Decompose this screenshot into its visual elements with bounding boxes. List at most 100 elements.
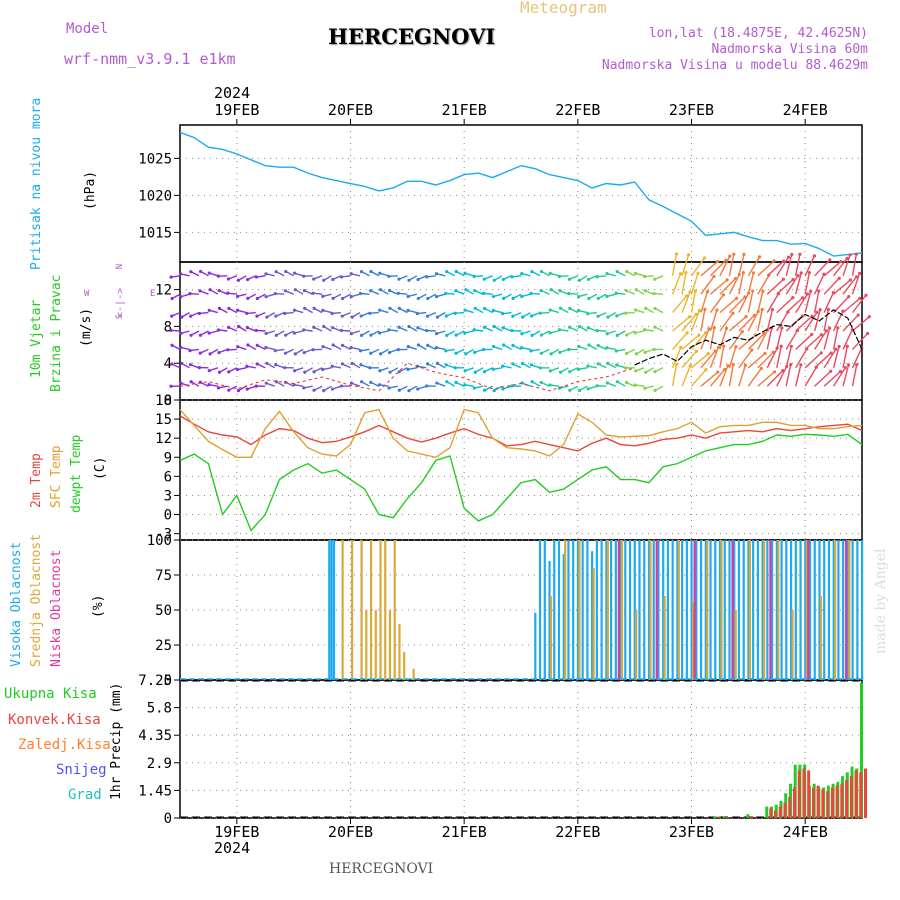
- y-tick-label: 5.8: [147, 701, 172, 717]
- wind-arrowhead: [217, 370, 222, 374]
- wind-arrow: [709, 327, 716, 350]
- wind-arrowhead: [796, 274, 800, 278]
- wind-arrow: [709, 294, 724, 314]
- high-cloud-bar: [856, 540, 859, 680]
- convective-rain-bar: [835, 785, 839, 818]
- high-cloud-bar: [832, 540, 835, 680]
- wind-arrowhead: [397, 325, 401, 329]
- wind-arrowhead: [331, 277, 335, 282]
- wind-arrow: [842, 297, 861, 314]
- wind-arrowhead: [454, 269, 458, 274]
- high-cloud-bar: [586, 540, 589, 680]
- wind-arrowhead: [330, 311, 334, 316]
- high-cloud-bar: [789, 540, 793, 680]
- wind-arrowhead: [235, 367, 240, 372]
- wind-arrowhead: [500, 312, 505, 316]
- wind-arrow: [719, 365, 729, 387]
- low-cloud-bar: [693, 540, 696, 680]
- wind-arrowhead: [539, 351, 543, 355]
- wind-arrow: [747, 290, 754, 313]
- wind-arrow: [700, 276, 715, 295]
- wind-arrowhead: [359, 314, 363, 318]
- wind-arrowhead: [170, 343, 174, 347]
- wind-arrowhead: [369, 269, 373, 274]
- wind-arrow: [747, 352, 766, 369]
- total-rain-bar: [860, 682, 863, 818]
- wind-arrowhead: [529, 314, 534, 318]
- wind-arrowhead: [845, 344, 849, 348]
- high-cloud-bar: [609, 540, 613, 680]
- wind-arrowhead: [180, 315, 184, 319]
- wind-arrowhead: [369, 289, 373, 293]
- convective-rain-bar: [816, 785, 820, 818]
- wind-arrowhead: [577, 388, 582, 393]
- wind-arrowhead: [782, 259, 786, 263]
- wind-arrow: [719, 328, 728, 350]
- x-tick-label-top: 19FEB: [214, 101, 259, 119]
- wind-arrowhead: [615, 269, 619, 274]
- wind-arrowhead: [858, 296, 862, 300]
- mid-cloud-bar: [606, 540, 609, 680]
- high-cloud-bar: [647, 540, 651, 680]
- x-tick-label-bottom: 23FEB: [669, 823, 714, 841]
- wind-arrowhead: [198, 289, 202, 293]
- wind-arrow: [690, 369, 707, 387]
- mid-cloud-bar: [578, 540, 581, 680]
- mid-cloud-bar: [393, 540, 396, 680]
- wind-arrowhead: [731, 311, 735, 315]
- convective-rain-bar: [778, 806, 782, 818]
- wind-arrowhead: [463, 369, 467, 373]
- wind-arrowhead: [548, 308, 552, 312]
- wind-arrowhead: [331, 343, 335, 347]
- wind-arrowhead: [653, 388, 657, 392]
- wind-arrowhead: [349, 381, 354, 385]
- wind-arrowhead: [810, 314, 814, 318]
- wind-arrowhead: [473, 289, 477, 293]
- wind-arrow: [691, 353, 709, 369]
- y-tick-label: 0: [164, 393, 172, 409]
- wind-arrowhead: [703, 307, 707, 311]
- wind-arrowhead: [188, 349, 192, 353]
- wind-arrowhead: [216, 328, 221, 332]
- wind-arrowhead: [188, 363, 193, 367]
- wind-arrowhead: [236, 308, 240, 312]
- high-cloud-bar: [785, 540, 788, 680]
- wind-arrowhead: [245, 387, 249, 391]
- wind-arrow: [690, 257, 706, 277]
- high-cloud-bar: [804, 540, 807, 680]
- high-cloud-bar: [411, 678, 414, 680]
- wind-arrowhead: [704, 368, 708, 372]
- wind-arrowhead: [321, 367, 325, 372]
- wind-arrowhead: [387, 289, 392, 293]
- wind-arrowhead: [538, 311, 543, 315]
- convective-rain-bar: [821, 789, 825, 818]
- wind-arrowhead: [557, 328, 562, 332]
- panel-frame: [179, 679, 863, 819]
- wind-arrowhead: [520, 332, 524, 336]
- dewpoint-line: [179, 433, 863, 532]
- y-tick-label: 0: [164, 673, 172, 689]
- wind-arrowhead: [624, 380, 629, 385]
- high-cloud-bar: [728, 540, 731, 680]
- wind-arrowhead: [245, 311, 249, 316]
- wind-arrowhead: [274, 363, 278, 367]
- wind-arrow: [776, 311, 789, 332]
- wind-arrowhead: [644, 306, 648, 310]
- wind-arrowhead: [712, 326, 716, 330]
- wind-arrowhead: [407, 389, 411, 393]
- wind-arrowhead: [520, 346, 524, 350]
- wind-arrowhead: [426, 296, 430, 301]
- wind-arrow: [690, 332, 707, 350]
- convective-rain-bar: [807, 770, 811, 818]
- low-cloud-bar: [617, 540, 620, 680]
- wind-arrowhead: [539, 333, 543, 337]
- wind-arrowhead: [728, 254, 732, 258]
- high-cloud-bar: [775, 540, 778, 680]
- wind-arrowhead: [397, 370, 401, 374]
- wind-arrowhead: [254, 328, 258, 333]
- y-tick-label: -3: [155, 527, 172, 543]
- y-tick-label: 1025: [138, 151, 172, 167]
- wind-arrowhead: [312, 277, 316, 281]
- wind-arrowhead: [387, 350, 392, 355]
- wind-arrowhead: [340, 296, 345, 301]
